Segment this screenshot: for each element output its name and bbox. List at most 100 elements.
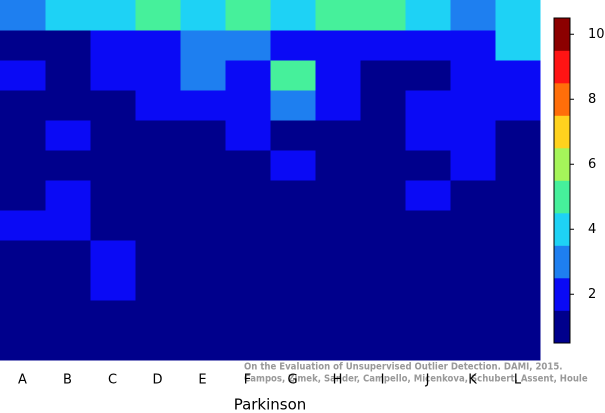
cell [180,210,226,241]
cell [495,270,541,301]
colorbar-segment [554,245,570,279]
cell [225,270,271,301]
cell [180,90,226,121]
annotation: On the Evaluation of Unsupervised Outlie… [244,362,563,373]
x-tick-label: F [244,373,251,388]
cell [225,90,271,121]
cell [495,0,541,31]
cell [180,30,226,61]
cell [405,180,451,211]
cell [405,30,451,61]
cell [225,150,271,181]
cell [270,240,316,271]
cell [450,30,496,61]
cell [495,60,541,91]
cell [450,120,496,151]
cell [270,90,316,121]
cell [450,180,496,211]
cell [45,240,91,271]
x-tick-label: G [287,373,297,388]
cell [45,180,91,211]
cell [45,60,91,91]
cell [135,120,181,151]
cell [180,180,226,211]
cell [90,240,136,271]
cell [0,240,46,271]
cell [90,300,136,331]
cell [0,60,46,91]
cell [360,60,406,91]
cell [360,30,406,61]
cell [495,150,541,181]
cell [270,0,316,31]
cell [180,300,226,331]
x-tick-label: D [152,373,162,388]
cell [90,30,136,61]
cell [405,330,451,361]
cell [315,90,361,121]
cell [90,90,136,121]
cell [0,150,46,181]
x-axis-label: Parkinson [234,396,307,413]
cell [360,150,406,181]
cell [45,120,91,151]
x-tick-label: C [108,373,117,388]
cell [45,90,91,121]
cell [180,150,226,181]
cell [360,0,406,31]
cell [405,90,451,121]
cell [450,90,496,121]
cell [270,60,316,91]
cell [315,180,361,211]
cell [450,0,496,31]
colorbar-tick-label: 4 [588,222,596,237]
cell [495,90,541,121]
x-tick-label: E [198,373,206,388]
cell [315,240,361,271]
cell [315,210,361,241]
cell [270,120,316,151]
cell [405,120,451,151]
cell [90,330,136,361]
cell [450,240,496,271]
cell [405,240,451,271]
cell [270,180,316,211]
colorbar-segment [554,213,570,246]
cell [180,0,226,31]
cell [315,270,361,301]
cell [225,120,271,151]
cell [135,150,181,181]
cell [360,120,406,151]
cell [225,330,271,361]
cell [135,240,181,271]
colorbar-tick-label: 2 [588,287,596,302]
cell [495,120,541,151]
cell [495,30,541,61]
colorbar-tick-label: 8 [588,92,596,107]
cell [180,120,226,151]
colorbar-segment [554,83,570,116]
colorbar-segment [554,18,570,51]
cell [315,330,361,361]
colorbar-frame [553,17,571,344]
cell [450,300,496,331]
cell [450,330,496,361]
cell [450,150,496,181]
cell [0,270,46,301]
cell [0,90,46,121]
cell [315,150,361,181]
cell [45,330,91,361]
cell [270,270,316,301]
cell [0,300,46,331]
cell [135,90,181,121]
cell [180,330,226,361]
cell [45,30,91,61]
cell [135,30,181,61]
cell [315,60,361,91]
cell [450,270,496,301]
cell [135,270,181,301]
cell [135,0,181,31]
cell [360,270,406,301]
cell [450,210,496,241]
